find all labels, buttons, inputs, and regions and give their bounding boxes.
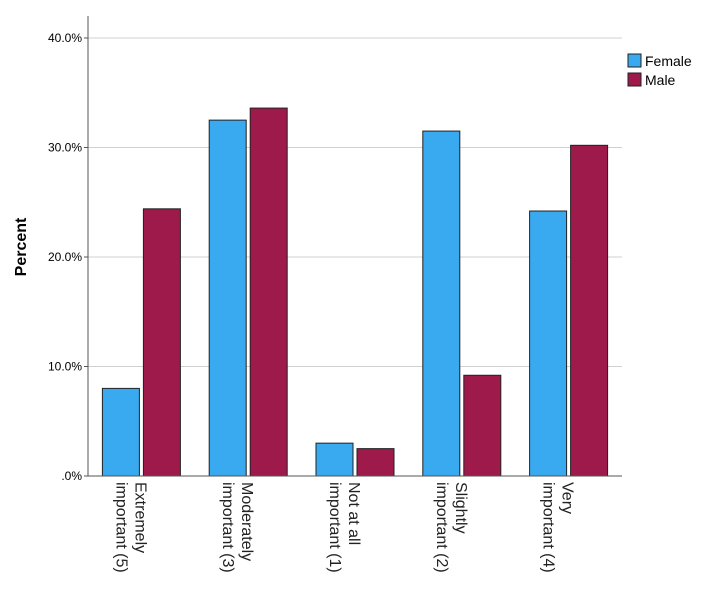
bar-female <box>529 210 568 477</box>
x-tick-label-line: important (2) <box>433 482 450 573</box>
x-tick-label-line: Slightly <box>452 482 469 534</box>
x-tick-label-line: Moderately <box>238 482 255 561</box>
legend-swatch-male <box>627 72 642 87</box>
bar-female <box>315 442 354 477</box>
y-tick-label: .0% <box>61 469 82 483</box>
bar-male <box>249 107 288 477</box>
legend-label-female: Female <box>645 53 692 69</box>
x-tick-label-line: important (1) <box>326 482 343 573</box>
x-tick-label-line: important (5) <box>112 482 129 573</box>
axes <box>87 16 622 477</box>
y-tick-label: 20.0% <box>48 250 82 264</box>
x-tick-label-line: important (3) <box>219 482 236 573</box>
y-tick-label: 30.0% <box>48 141 82 155</box>
bar-female <box>422 130 461 477</box>
x-tick-label-line: Very <box>559 482 576 514</box>
y-tick-labels: .0% 10.0% 20.0% 30.0% 40.0% <box>48 31 82 483</box>
legend: Female Male <box>627 53 692 88</box>
bar-female <box>208 119 247 477</box>
bar-male <box>142 208 181 477</box>
bar-female <box>101 387 140 477</box>
legend-label-male: Male <box>645 72 676 88</box>
bar-male <box>570 144 609 477</box>
legend-swatch-female <box>627 53 642 68</box>
y-axis-label: Percent <box>13 217 30 276</box>
y-tick-label: 10.0% <box>48 360 82 374</box>
bars <box>101 107 609 477</box>
y-tick-label: 40.0% <box>48 31 82 45</box>
bar-male <box>463 374 502 477</box>
x-tick-label-line: Extremely <box>131 482 148 553</box>
x-tick-label-line: Not at all <box>345 482 362 545</box>
bar-male <box>356 448 395 477</box>
x-tick-label-line: important (4) <box>540 482 557 573</box>
